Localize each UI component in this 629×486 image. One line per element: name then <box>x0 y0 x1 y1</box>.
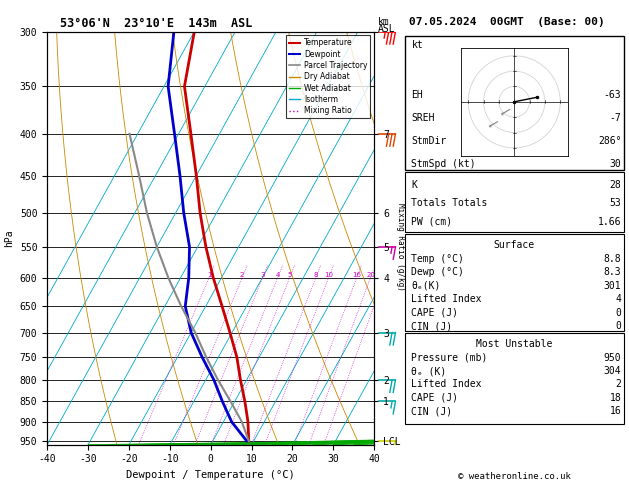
Text: -7: -7 <box>610 113 621 123</box>
Text: ASL: ASL <box>377 24 395 35</box>
Text: 20: 20 <box>366 272 375 278</box>
Text: Temp (°C): Temp (°C) <box>411 254 464 264</box>
Bar <box>405 234 623 331</box>
Text: 0: 0 <box>616 308 621 318</box>
Text: CIN (J): CIN (J) <box>411 321 453 331</box>
Text: 53°06'N  23°10'E  143m  ASL: 53°06'N 23°10'E 143m ASL <box>60 17 252 30</box>
Text: 16: 16 <box>352 272 361 278</box>
Text: 53: 53 <box>610 198 621 208</box>
Text: 3: 3 <box>260 272 265 278</box>
Text: PW (cm): PW (cm) <box>411 217 453 226</box>
Text: θₑ (K): θₑ (K) <box>411 366 447 376</box>
Text: SREH: SREH <box>411 113 435 123</box>
Text: θₑ(K): θₑ(K) <box>411 280 441 291</box>
Text: 8.3: 8.3 <box>604 267 621 277</box>
Text: 0: 0 <box>616 321 621 331</box>
Bar <box>405 333 623 424</box>
Text: EH: EH <box>411 90 423 100</box>
Text: 2: 2 <box>616 380 621 389</box>
Legend: Temperature, Dewpoint, Parcel Trajectory, Dry Adiabat, Wet Adiabat, Isotherm, Mi: Temperature, Dewpoint, Parcel Trajectory… <box>286 35 370 118</box>
Text: kt: kt <box>411 40 423 50</box>
Text: Most Unstable: Most Unstable <box>476 339 552 349</box>
Text: K: K <box>411 180 418 191</box>
Text: CAPE (J): CAPE (J) <box>411 393 459 403</box>
Text: Surface: Surface <box>494 240 535 250</box>
Text: Lifted Index: Lifted Index <box>411 294 482 304</box>
X-axis label: Dewpoint / Temperature (°C): Dewpoint / Temperature (°C) <box>126 470 295 480</box>
Text: 8.8: 8.8 <box>604 254 621 264</box>
Text: 286°: 286° <box>598 136 621 146</box>
Text: 30: 30 <box>610 159 621 169</box>
Text: CIN (J): CIN (J) <box>411 406 453 416</box>
Text: 8: 8 <box>313 272 318 278</box>
Text: km: km <box>377 17 389 27</box>
Text: 304: 304 <box>604 366 621 376</box>
Bar <box>405 35 623 170</box>
Text: 5: 5 <box>287 272 292 278</box>
Text: 4: 4 <box>276 272 280 278</box>
Text: 10: 10 <box>324 272 333 278</box>
Text: 18: 18 <box>610 393 621 403</box>
Text: 1: 1 <box>207 272 211 278</box>
Text: CAPE (J): CAPE (J) <box>411 308 459 318</box>
Text: © weatheronline.co.uk: © weatheronline.co.uk <box>458 472 571 481</box>
Text: -63: -63 <box>604 90 621 100</box>
Text: 1.66: 1.66 <box>598 217 621 226</box>
Text: 16: 16 <box>610 406 621 416</box>
Text: Mixing Ratio (g/kg): Mixing Ratio (g/kg) <box>396 203 405 291</box>
Text: StmSpd (kt): StmSpd (kt) <box>411 159 476 169</box>
Text: 28: 28 <box>610 180 621 191</box>
Text: StmDir: StmDir <box>411 136 447 146</box>
Text: Totals Totals: Totals Totals <box>411 198 488 208</box>
Text: Hodograph: Hodograph <box>487 67 541 77</box>
Text: Lifted Index: Lifted Index <box>411 380 482 389</box>
Text: Dewp (°C): Dewp (°C) <box>411 267 464 277</box>
Text: 950: 950 <box>604 353 621 363</box>
Bar <box>405 172 623 232</box>
Text: Pressure (mb): Pressure (mb) <box>411 353 488 363</box>
Text: 2: 2 <box>240 272 244 278</box>
Text: 07.05.2024  00GMT  (Base: 00): 07.05.2024 00GMT (Base: 00) <box>409 17 604 27</box>
Text: 301: 301 <box>604 280 621 291</box>
Text: 4: 4 <box>616 294 621 304</box>
Y-axis label: hPa: hPa <box>4 229 14 247</box>
